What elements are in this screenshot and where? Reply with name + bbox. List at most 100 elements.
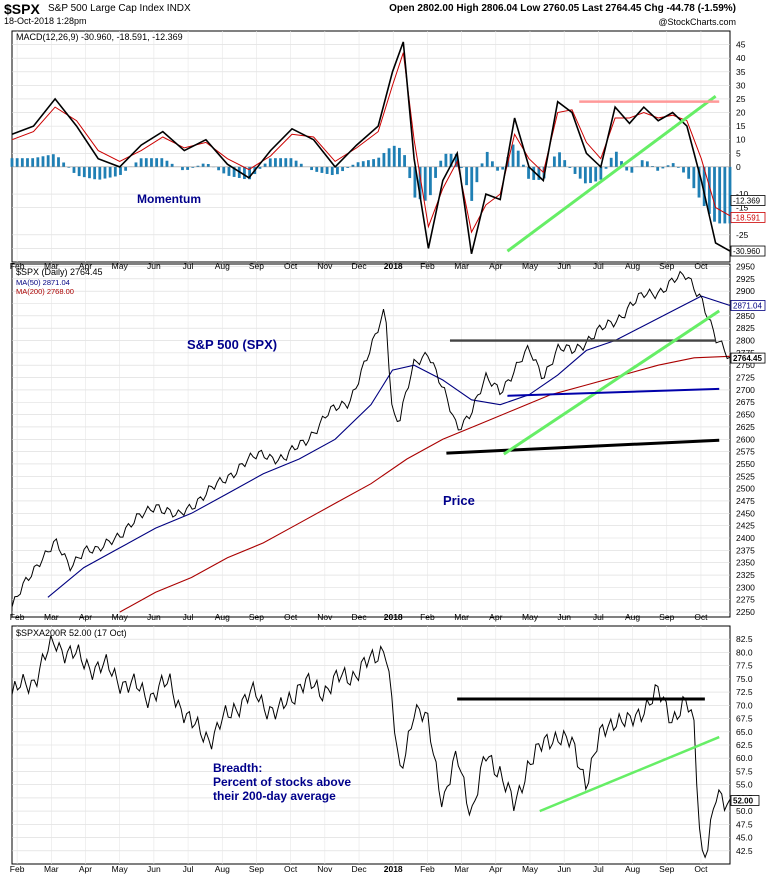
x-tick-label: 2018: [384, 261, 403, 271]
x-tick-label: 2018: [384, 612, 403, 622]
x-tick-label: Jul: [183, 261, 194, 271]
macd-histogram-bar: [563, 160, 567, 167]
y-tick-label: 2375: [736, 545, 755, 555]
macd-histogram-bar: [206, 164, 210, 167]
x-tick-label: Aug: [625, 864, 640, 874]
chart-date: 18-Oct-2018 1:28pm: [4, 16, 87, 26]
macd-histogram-bar: [578, 166, 582, 179]
high-label: High: [456, 3, 479, 14]
y-tick-label: 2450: [736, 508, 755, 518]
macd-histogram-bar: [139, 158, 143, 167]
x-tick-label: Aug: [215, 261, 230, 271]
macd-histogram-bar: [67, 166, 71, 168]
x-tick-label: May: [112, 864, 129, 874]
macd-trendline: [506, 95, 717, 253]
y-tick-label: 80.0: [736, 647, 753, 657]
y-tick-label: 72.5: [736, 687, 753, 697]
y-tick-label: 2575: [736, 447, 755, 457]
y-tick-label: 2700: [736, 385, 755, 395]
macd-histogram-bar: [243, 166, 246, 180]
x-tick-label: Sep: [249, 864, 264, 874]
x-tick-label: Oct: [284, 261, 298, 271]
x-tick-label: Sep: [659, 261, 674, 271]
ma200-line: [119, 355, 731, 613]
x-tick-label: Apr: [79, 864, 92, 874]
y-tick-label: 65.0: [736, 727, 753, 737]
x-tick-label: Oct: [284, 612, 298, 622]
macd-histogram-bar: [707, 166, 711, 214]
macd-histogram-bar: [558, 152, 561, 167]
macd-histogram-bar: [465, 166, 468, 186]
macd-histogram-bar: [20, 158, 24, 167]
macd-histogram-bar: [356, 162, 360, 167]
macd-histogram-bar: [155, 158, 159, 167]
macd-histogram-bar: [103, 166, 107, 179]
y-tick-label: 0: [736, 162, 741, 172]
momentum-annotation: Momentum: [137, 192, 201, 206]
low-label: Low: [520, 3, 541, 14]
macd-histogram-bar: [454, 153, 458, 167]
x-tick-label: Mar: [454, 864, 469, 874]
price-value-badge: [730, 352, 766, 364]
macd-histogram-bar: [552, 156, 556, 167]
symbol-name: S&P 500 Large Cap Index INDX: [48, 3, 191, 14]
macd-histogram-bar: [413, 166, 417, 198]
macd-histogram-bar: [191, 166, 195, 168]
macd-histogram-bar: [93, 166, 97, 180]
x-tick-label: Sep: [659, 612, 674, 622]
macd-histogram-bar: [346, 166, 350, 168]
macd-histogram-bar: [439, 160, 443, 167]
x-tick-label: Jul: [593, 612, 604, 622]
macd-histogram-bar: [62, 162, 66, 167]
x-tick-label: Mar: [44, 261, 59, 271]
x-tick-label: Jun: [557, 612, 571, 622]
breadth-trendline: [539, 735, 720, 813]
breadth-annotation-line: Percent of stocks above: [213, 775, 351, 789]
macd-histogram-bar: [589, 166, 592, 184]
macd-histogram-bar: [181, 166, 184, 171]
y-tick-label: 2950: [736, 261, 755, 271]
sp500-annotation: S&P 500 (SPX): [187, 337, 277, 352]
y-tick-label: -25: [736, 230, 749, 240]
macd-histogram-bar: [651, 166, 654, 167]
price-line: [11, 270, 731, 608]
x-tick-label: Apr: [489, 612, 502, 622]
macd-histogram-bar: [165, 160, 169, 167]
breadth-legend: $SPXA200R 52.00 (17 Oct): [16, 628, 127, 638]
brand: @StockCharts.com: [658, 17, 736, 27]
x-tick-label: Aug: [625, 612, 640, 622]
macd-histogram-bar: [403, 155, 406, 167]
macd-value-badge-label: -12.369: [733, 196, 761, 205]
x-tick-label: Oct: [694, 261, 708, 271]
macd-histogram-bar: [201, 163, 205, 167]
macd-histogram-bar: [728, 166, 732, 224]
macd-histogram-bar: [702, 166, 706, 207]
x-tick-label: Feb: [420, 261, 435, 271]
macd-histogram-bar: [227, 166, 231, 176]
macd-histogram-bar: [630, 166, 634, 173]
y-tick-label: 2275: [736, 595, 755, 605]
macd-value-badge: [730, 245, 766, 257]
x-tick-label: Oct: [694, 612, 708, 622]
macd-histogram-bar: [217, 166, 221, 171]
macd-histogram-bar: [671, 163, 675, 167]
x-tick-label: Dec: [351, 261, 367, 271]
y-tick-label: 75.0: [736, 674, 753, 684]
panel-frame-1: [11, 263, 731, 618]
macd-histogram-bar: [620, 161, 623, 167]
macd-histogram-bar: [485, 151, 489, 167]
price-trendline: [502, 309, 721, 456]
x-tick-label: Feb: [10, 864, 25, 874]
macd-histogram-bar: [640, 160, 644, 167]
breadth-value-badge-label: 52.00: [733, 797, 754, 806]
price-legend-title: $SPX (Daily) 2764.45: [16, 267, 103, 277]
y-tick-label: 2675: [736, 397, 755, 407]
y-tick-label: 2600: [736, 434, 755, 444]
chart-header: $SPX S&P 500 Large Cap Index INDX 18-Oct…: [0, 0, 766, 30]
macd-histogram-bar: [666, 165, 670, 167]
x-tick-label: Sep: [659, 864, 674, 874]
y-tick-label: 2550: [736, 459, 755, 469]
macd-histogram-bar: [444, 153, 448, 167]
x-tick-label: Jul: [593, 864, 604, 874]
panel-frame-0: [11, 30, 731, 263]
